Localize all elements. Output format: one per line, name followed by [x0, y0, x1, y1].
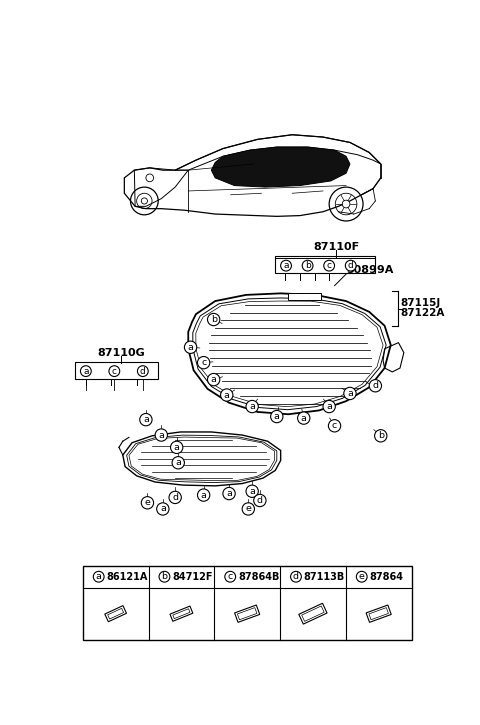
Circle shape: [207, 313, 220, 326]
Text: a: a: [96, 572, 102, 581]
Text: b: b: [305, 261, 311, 270]
Text: 50899A: 50899A: [346, 265, 394, 276]
Circle shape: [207, 373, 220, 386]
Text: a: a: [274, 412, 280, 421]
Text: a: a: [83, 367, 89, 376]
Circle shape: [155, 429, 168, 442]
Circle shape: [81, 365, 91, 376]
Circle shape: [290, 571, 301, 582]
Polygon shape: [211, 147, 350, 187]
Text: a: a: [226, 489, 232, 498]
Circle shape: [156, 503, 169, 515]
Text: e: e: [144, 498, 150, 508]
Text: c: c: [201, 358, 206, 367]
Circle shape: [242, 503, 254, 515]
Circle shape: [141, 198, 147, 204]
Text: c: c: [112, 367, 117, 376]
Text: 87122A: 87122A: [401, 307, 445, 318]
Circle shape: [323, 400, 336, 413]
Text: 87110G: 87110G: [97, 348, 145, 357]
Text: 87864: 87864: [370, 572, 403, 581]
Text: b: b: [378, 431, 384, 440]
Circle shape: [221, 389, 233, 401]
Text: a: a: [174, 443, 180, 452]
Circle shape: [141, 497, 154, 509]
Circle shape: [137, 365, 148, 376]
Circle shape: [184, 341, 197, 353]
Text: a: a: [249, 486, 255, 496]
Circle shape: [246, 400, 258, 413]
Circle shape: [172, 457, 184, 469]
Text: c: c: [327, 261, 332, 270]
Circle shape: [345, 260, 356, 271]
Text: c: c: [228, 572, 233, 581]
Circle shape: [344, 387, 356, 399]
Circle shape: [159, 571, 170, 582]
Text: a: a: [188, 343, 193, 352]
Circle shape: [170, 442, 183, 454]
Circle shape: [374, 430, 387, 442]
Text: d: d: [140, 367, 146, 376]
Text: a: a: [201, 491, 206, 500]
Text: a: a: [143, 415, 149, 424]
Circle shape: [109, 365, 120, 376]
Text: 84712F: 84712F: [172, 572, 213, 581]
Circle shape: [140, 413, 152, 426]
Text: e: e: [359, 572, 365, 581]
Circle shape: [223, 487, 235, 500]
Text: a: a: [283, 261, 289, 270]
Circle shape: [356, 571, 367, 582]
Text: a: a: [158, 431, 164, 439]
FancyBboxPatch shape: [288, 294, 321, 299]
Circle shape: [93, 571, 104, 582]
Circle shape: [369, 380, 382, 392]
Text: 87113B: 87113B: [304, 572, 345, 581]
Text: 87110F: 87110F: [313, 242, 359, 252]
Text: a: a: [211, 375, 216, 384]
Circle shape: [298, 412, 310, 424]
Circle shape: [302, 260, 313, 271]
Text: b: b: [211, 315, 216, 324]
Circle shape: [169, 492, 181, 504]
Text: d: d: [257, 496, 263, 505]
Text: a: a: [160, 505, 166, 513]
Circle shape: [324, 260, 335, 271]
Circle shape: [254, 494, 266, 507]
Text: d: d: [348, 261, 354, 270]
Text: e: e: [245, 505, 251, 513]
Text: a: a: [347, 389, 353, 398]
Text: 87864B: 87864B: [238, 572, 279, 581]
Text: 87115J: 87115J: [401, 297, 441, 307]
Circle shape: [328, 420, 341, 432]
Text: d: d: [372, 381, 378, 390]
Text: a: a: [326, 402, 332, 411]
Circle shape: [281, 260, 291, 271]
Text: a: a: [249, 402, 255, 411]
Text: 86121A: 86121A: [107, 572, 148, 581]
Circle shape: [342, 200, 350, 208]
Text: b: b: [161, 572, 168, 581]
Circle shape: [271, 410, 283, 423]
Text: a: a: [175, 458, 181, 467]
Text: a: a: [224, 391, 230, 399]
Circle shape: [197, 357, 210, 369]
Text: d: d: [172, 493, 178, 502]
Text: d: d: [293, 572, 299, 581]
Text: a: a: [301, 413, 307, 423]
Circle shape: [197, 489, 210, 501]
Text: c: c: [332, 421, 337, 431]
Circle shape: [246, 485, 258, 497]
Circle shape: [225, 571, 236, 582]
